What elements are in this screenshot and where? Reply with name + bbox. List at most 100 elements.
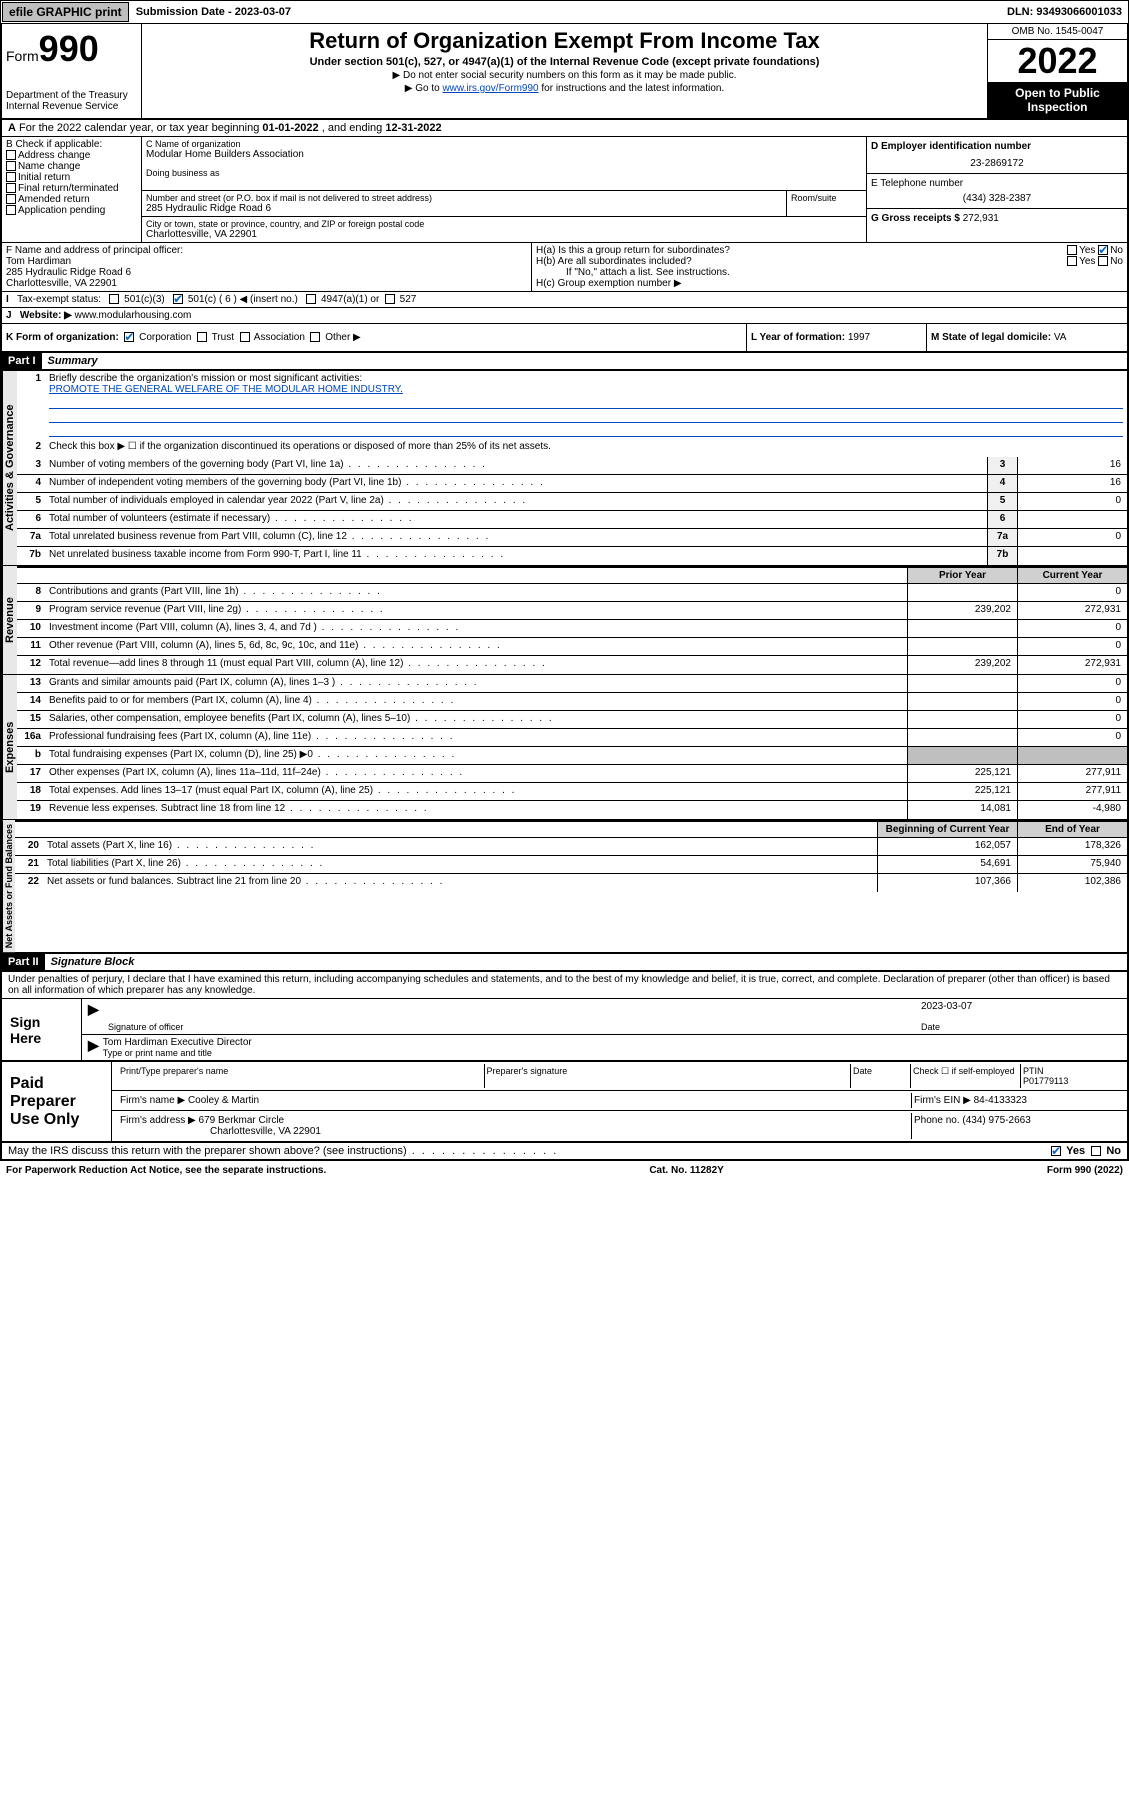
current-value: 0	[1017, 638, 1127, 655]
row-text: Investment income (Part VIII, column (A)…	[45, 620, 907, 637]
cb-initial-return[interactable]: Initial return	[6, 172, 137, 183]
current-value: 272,931	[1017, 602, 1127, 619]
omb-number: OMB No. 1545-0047	[988, 24, 1127, 40]
line-a: A For the 2022 calendar year, or tax yea…	[0, 120, 1129, 137]
firm-addr-label: Firm's address ▶	[120, 1115, 196, 1126]
cb-name-change[interactable]: Name change	[6, 161, 137, 172]
row-num: 14	[17, 693, 45, 710]
prior-value	[907, 711, 1017, 728]
prior-value	[907, 638, 1017, 655]
cb-corp[interactable]	[124, 332, 134, 342]
form-note-1: ▶ Do not enter social security numbers o…	[146, 70, 983, 81]
open-to-public: Open to Public Inspection	[988, 82, 1127, 118]
prior-value	[907, 693, 1017, 710]
prep-name-label: Print/Type preparer's name	[118, 1064, 485, 1088]
officer-addr2: Charlottesville, VA 22901	[6, 278, 527, 289]
assoc-label: Association	[254, 332, 305, 343]
row-text: Benefits paid to or for members (Part IX…	[45, 693, 907, 710]
row-num-box: 7b	[987, 547, 1017, 565]
row-text: Total fundraising expenses (Part IX, col…	[45, 747, 907, 764]
prior-value: 14,081	[907, 801, 1017, 819]
room-label: Room/suite	[791, 193, 862, 203]
row-text: Total number of volunteers (estimate if …	[45, 511, 987, 528]
row-text: Other revenue (Part VIII, column (A), li…	[45, 638, 907, 655]
cb-other[interactable]	[310, 332, 320, 342]
table-row: 19 Revenue less expenses. Subtract line …	[17, 801, 1127, 819]
cb-app-pending-label: Application pending	[18, 205, 105, 216]
row-text: Grants and similar amounts paid (Part IX…	[45, 675, 907, 692]
row-text: Total number of individuals employed in …	[45, 493, 987, 510]
trust-label: Trust	[212, 332, 234, 343]
table-row: 18 Total expenses. Add lines 13–17 (must…	[17, 783, 1127, 801]
cb-501c[interactable]	[173, 294, 183, 304]
h-a-yes[interactable]	[1067, 245, 1077, 255]
current-value: 0	[1017, 729, 1127, 746]
cb-assoc[interactable]	[240, 332, 250, 342]
h-b-yes[interactable]	[1067, 256, 1077, 266]
row-text: Number of voting members of the governin…	[45, 457, 987, 474]
row-num: 8	[17, 584, 45, 601]
header-left: Form990 Department of the Treasury Inter…	[2, 24, 142, 118]
firm-phone-label: Phone no.	[914, 1115, 960, 1126]
cb-amended[interactable]: Amended return	[6, 194, 137, 205]
col-header-row: Prior Year Current Year	[17, 566, 1127, 584]
current-value: 0	[1017, 620, 1127, 637]
efile-button[interactable]: efile GRAPHIC print	[2, 2, 129, 22]
gov-row: 4 Number of independent voting members o…	[17, 475, 1127, 493]
h-a-label: H(a) Is this a group return for subordin…	[536, 245, 730, 256]
gov-section: Activities & Governance 1 Briefly descri…	[0, 371, 1129, 566]
h-a-no-label: No	[1110, 245, 1123, 256]
cb-501c3[interactable]	[109, 294, 119, 304]
current-value: 0	[1017, 693, 1127, 710]
cb-final-return[interactable]: Final return/terminated	[6, 183, 137, 194]
discuss-yes-label: Yes	[1066, 1145, 1085, 1157]
row-num: 13	[17, 675, 45, 692]
cb-4947[interactable]	[306, 294, 316, 304]
dln: DLN: 93493066001033	[1001, 4, 1128, 20]
discuss-no[interactable]	[1091, 1146, 1101, 1156]
discuss-yes[interactable]	[1051, 1146, 1061, 1156]
table-row: b Total fundraising expenses (Part IX, c…	[17, 747, 1127, 765]
row-value: 16	[1017, 475, 1127, 492]
h-c-label: H(c) Group exemption number ▶	[536, 278, 1123, 289]
table-row: 11 Other revenue (Part VIII, column (A),…	[17, 638, 1127, 656]
paid-preparer-label: Paid Preparer Use Only	[2, 1062, 112, 1141]
prep-date-label: Date	[851, 1064, 911, 1088]
h-a-yes-label: Yes	[1079, 245, 1095, 256]
cb-address-change[interactable]: Address change	[6, 150, 137, 161]
prior-value	[907, 675, 1017, 692]
prior-value: 225,121	[907, 783, 1017, 800]
prior-year-hdr: Prior Year	[907, 568, 1017, 583]
part-2-hdr: Part II	[2, 954, 45, 970]
current-value: -4,980	[1017, 801, 1127, 819]
gov-row: 5 Total number of individuals employed i…	[17, 493, 1127, 511]
line-a-pre: For the 2022 calendar year, or tax year …	[19, 122, 262, 134]
box-l-label: L Year of formation:	[751, 332, 845, 343]
mission-block: Briefly describe the organization's miss…	[45, 371, 1127, 439]
h-a-no[interactable]	[1098, 245, 1108, 255]
dba-label: Doing business as	[146, 168, 862, 178]
row-num: 4	[17, 475, 45, 492]
current-value: 178,326	[1017, 838, 1127, 855]
city-state-zip: Charlottesville, VA 22901	[146, 229, 862, 240]
cb-trust[interactable]	[197, 332, 207, 342]
row-num: 5	[17, 493, 45, 510]
row-text: Revenue less expenses. Subtract line 18 …	[45, 801, 907, 819]
cb-amended-label: Amended return	[18, 194, 90, 205]
cb-527[interactable]	[385, 294, 395, 304]
h-b-no[interactable]	[1098, 256, 1108, 266]
irs-link[interactable]: www.irs.gov/Form990	[442, 83, 538, 94]
current-value: 0	[1017, 584, 1127, 601]
firm-addr1: 679 Berkmar Circle	[199, 1115, 285, 1126]
row-num: 20	[15, 838, 43, 855]
box-c: C Name of organization Modular Home Buil…	[142, 137, 867, 242]
table-row: 16a Professional fundraising fees (Part …	[17, 729, 1127, 747]
firm-ein: 84-4133323	[974, 1095, 1027, 1106]
row-num: 19	[17, 801, 45, 819]
officer-print-name: Tom Hardiman Executive Director	[103, 1037, 1121, 1048]
prior-value: 239,202	[907, 656, 1017, 674]
h-b-note: If "No," attach a list. See instructions…	[536, 267, 1123, 278]
exp-section: Expenses 13 Grants and similar amounts p…	[0, 675, 1129, 820]
cb-app-pending[interactable]: Application pending	[6, 205, 137, 216]
dept-treasury: Department of the Treasury	[6, 90, 137, 101]
